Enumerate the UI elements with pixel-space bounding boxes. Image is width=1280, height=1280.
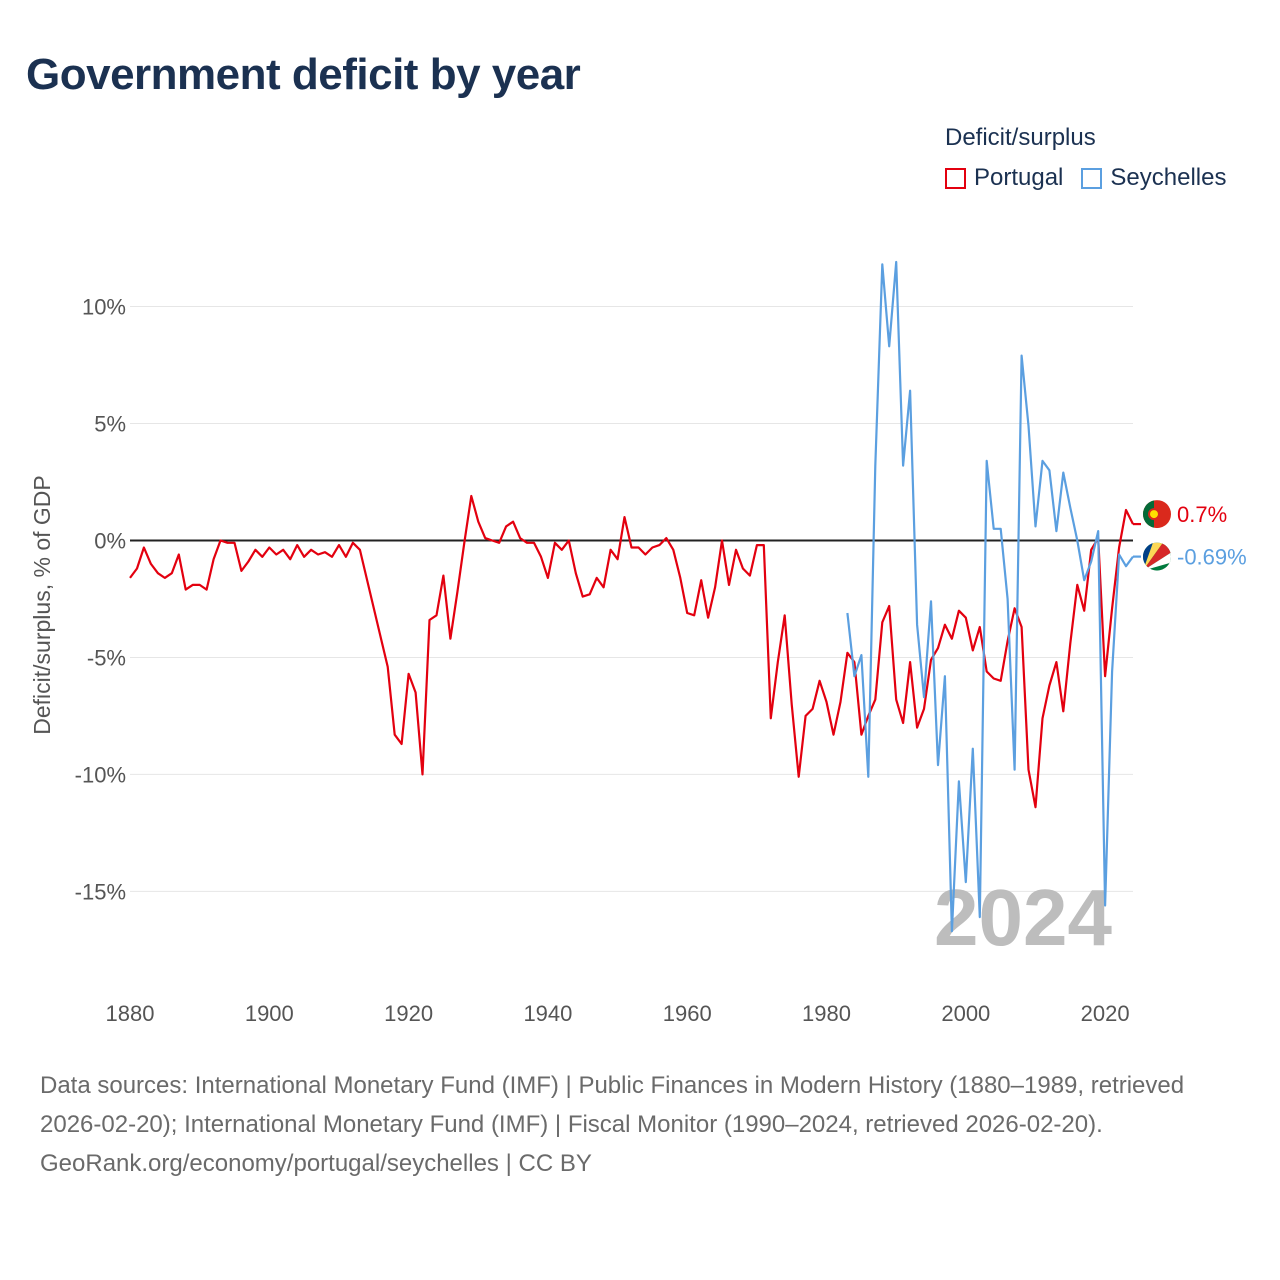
y-tick-label: -15% (75, 879, 126, 904)
x-tick-label: 1900 (245, 1001, 294, 1026)
end-markers: 0.7% -0.69% (1143, 500, 1247, 571)
y-tick-label: 5% (94, 411, 126, 436)
y-axis-ticks: 10% 5% 0% -5% -10% -15% (75, 294, 126, 904)
x-tick-label: 2020 (1081, 1001, 1130, 1026)
end-label-seychelles: -0.69% (1177, 545, 1247, 570)
y-tick-label: -10% (75, 762, 126, 787)
y-tick-label: -5% (87, 645, 126, 670)
chart-area: 10%5%0%-5%-10%-15% 1880 1900 1920 1940 1960 1… (29, 260, 1247, 1026)
x-axis-ticks: 1880 1900 1920 1940 1960 1980 2000 2020 (106, 1001, 1130, 1026)
data-sources: Data sources: International Monetary Fun… (40, 1072, 1185, 1138)
legend-items: Portugal Seychelles (945, 164, 1244, 192)
flag-seychelles-icon (1143, 542, 1171, 571)
x-tick-label: 1940 (523, 1001, 572, 1026)
current-year-watermark: 2024 (934, 873, 1112, 962)
y-tick-label: 10% (82, 294, 126, 319)
chart-title: Government deficit by year (26, 50, 581, 99)
x-tick-label: 1920 (384, 1001, 433, 1026)
legend-title: Deficit/surplus (945, 124, 1096, 151)
legend-swatch-seychelles (1081, 167, 1103, 189)
x-tick-label: 1980 (802, 1001, 851, 1026)
legend-label-portugal: Portugal (974, 164, 1064, 191)
end-label-portugal: 0.7% (1177, 502, 1227, 527)
attribution-link[interactable]: GeoRank.org/economy/portugal/seychelles … (40, 1150, 592, 1177)
y-tick-label: 0% (94, 528, 126, 553)
series-line-seychelles[interactable] (846, 260, 1134, 933)
legend-label-seychelles: Seychelles (1110, 164, 1227, 191)
flag-portugal-icon (1143, 500, 1171, 529)
x-tick-label: 1880 (106, 1001, 155, 1026)
x-tick-label: 1960 (663, 1001, 712, 1026)
series-line-portugal[interactable] (129, 494, 1134, 809)
y-axis-title: Deficit/surplus, % of GDP (29, 475, 55, 734)
legend-swatch-portugal (945, 167, 966, 189)
footer: Data sources: International Monetary Fun… (40, 1066, 1240, 1183)
legend-item-seychelles[interactable]: Seychelles (1081, 164, 1226, 192)
series-lines (129, 260, 1141, 933)
x-tick-label: 2000 (941, 1001, 990, 1026)
legend-item-portugal[interactable]: Portugal (945, 164, 1063, 192)
legend: Deficit/surplus Portugal Seychelles (945, 124, 1244, 192)
